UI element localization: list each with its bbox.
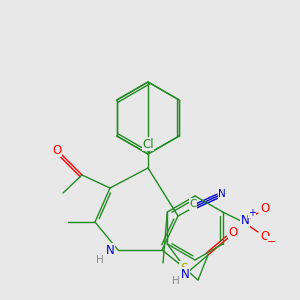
Text: S: S [180, 262, 188, 275]
Text: +: + [248, 208, 256, 218]
Text: Cl: Cl [142, 137, 154, 151]
Text: O: O [260, 230, 270, 244]
Text: N: N [218, 189, 226, 199]
Text: H: H [172, 276, 180, 286]
Text: N: N [241, 214, 249, 226]
Text: N: N [181, 268, 189, 281]
Text: O: O [52, 143, 62, 157]
Text: −: − [267, 237, 277, 247]
Text: N: N [106, 244, 114, 256]
Text: H: H [96, 255, 104, 265]
Text: C: C [189, 199, 197, 209]
Text: O: O [228, 226, 238, 238]
Text: O: O [260, 202, 270, 215]
